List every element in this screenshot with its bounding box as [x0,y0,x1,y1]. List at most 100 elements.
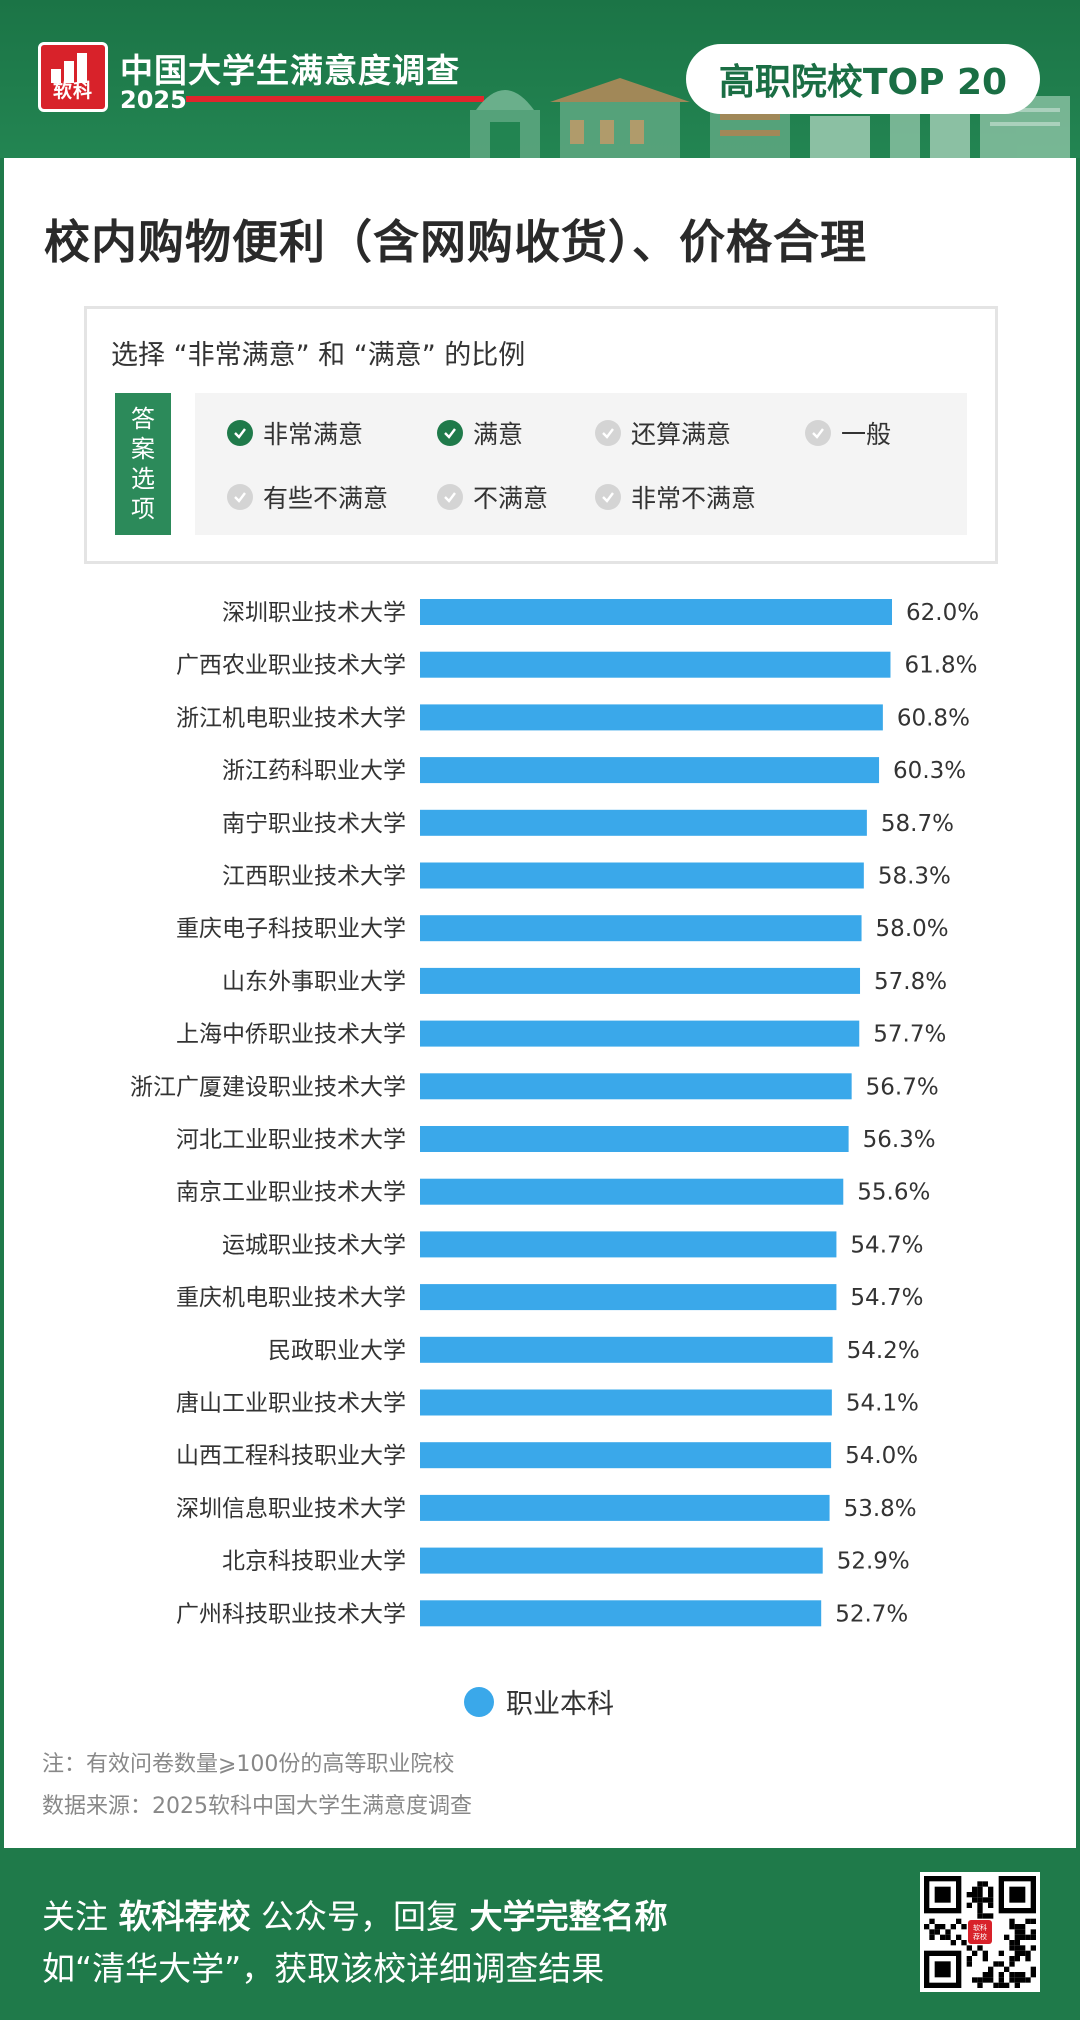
value-label: 52.7% [835,1601,908,1627]
option-dissatisfied: 不满意 [437,479,548,515]
value-label: 60.3% [893,758,966,784]
value-label: 54.0% [845,1443,918,1469]
category-label: 重庆电子科技职业大学 [176,916,406,942]
bar [420,1389,832,1416]
answer-tag-char: 项 [131,495,155,523]
reply-keyword: 大学完整名称 [469,1897,668,1936]
account-name: 软科荐校 [118,1897,251,1936]
bar [420,1600,822,1627]
option-label: 有些不满意 [263,484,389,513]
bar [420,1126,849,1152]
value-label: 58.7% [881,811,954,837]
bar [420,1073,852,1100]
survey-year: 2025 [120,86,187,114]
category-label: 广州科技职业技术大学 [176,1601,406,1627]
value-label: 56.7% [866,1074,939,1100]
data-source-note: 数据来源：2025软科中国大学生满意度调查 [42,1794,472,1819]
value-label: 54.7% [850,1232,923,1258]
category-label: 北京科技职业大学 [222,1549,406,1575]
answer-options-tag: 答 案 选 项 [115,393,171,535]
value-label: 54.2% [847,1338,920,1364]
legend-swatch [464,1686,494,1717]
check-icon [805,420,831,446]
value-label: 62.0% [906,600,979,626]
option-satisfied: 满意 [437,415,523,451]
answer-options-panel: 选择 “非常满意” 和 “满意” 的比例 答 案 选 项 非常满意 满意 还算满… [84,306,998,564]
content-card: 校内购物便利（含网购收货）、价格合理 选择 “非常满意” 和 “满意” 的比例 … [4,158,1076,1848]
category-label: 浙江广厦建设职业技术大学 [130,1074,406,1100]
bar [420,1547,823,1574]
option-label: 非常满意 [263,420,364,449]
survey-title: 中国大学生满意度调查 [120,51,460,90]
value-label: 52.9% [837,1549,910,1575]
option-label: 不满意 [473,484,549,513]
bar [420,915,862,942]
check-icon [437,484,463,510]
value-label: 54.7% [850,1285,923,1311]
footer-text: 关注 [42,1897,119,1936]
options-caption: 选择 “非常满意” 和 “满意” 的比例 [111,340,526,371]
legend-label: 职业本科 [506,1689,614,1720]
bar [420,599,892,625]
category-label: 山东外事职业大学 [222,969,406,995]
qr-center-label: 软科 [973,1923,987,1932]
bar [420,1020,860,1047]
category-label: 南宁职业技术大学 [222,811,406,837]
check-icon [227,420,253,446]
bar [420,809,867,836]
page-title: 校内购物便利（含网购收货）、价格合理 [44,215,867,269]
category-label: 浙江药科职业大学 [222,758,406,784]
category-label: 重庆机电职业技术大学 [176,1285,406,1311]
option-label: 还算满意 [631,420,732,449]
answer-tag-char: 答 [131,405,155,433]
qr-code-icon[interactable]: 软科荐校 [920,1872,1040,1992]
logo-text: 软科 [52,80,93,102]
bar [420,1494,830,1521]
category-label: 深圳信息职业技术大学 [176,1496,406,1522]
category-label: 河北工业职业技术大学 [176,1127,406,1153]
category-label: 深圳职业技术大学 [222,600,406,626]
footer-line-1: 关注 软科荐校 公众号，回复 大学完整名称 [42,1890,667,1938]
category-label: 浙江机电职业技术大学 [176,705,406,731]
bar [420,1336,833,1363]
bar [420,1284,837,1311]
bar [420,1178,844,1205]
check-icon [437,420,463,446]
value-label: 57.7% [873,1022,946,1048]
category-label: 江西职业技术大学 [222,864,406,890]
option-fairly-satisfied: 还算满意 [595,415,731,451]
options-list: 非常满意 满意 还算满意 一般 有些不满意 不满意 [195,393,967,535]
check-icon [227,484,253,510]
check-icon [595,420,621,446]
category-label: 唐山工业职业技术大学 [176,1391,406,1417]
category-label: 运城职业技术大学 [222,1232,406,1258]
value-label: 58.0% [876,916,949,942]
value-label: 56.3% [863,1127,936,1153]
bar [420,1442,832,1469]
value-label: 61.8% [904,653,977,679]
check-icon [595,484,621,510]
category-badge: 高职院校TOP 20 [686,44,1040,114]
category-label: 山西工程科技职业大学 [176,1443,406,1469]
value-label: 55.6% [857,1180,930,1206]
chart-legend: 职业本科 [464,1682,614,1721]
category-label: 上海中侨职业技术大学 [176,1022,406,1048]
footer-text: 公众号，回复 [250,1897,470,1936]
ranking-logo: 软科 [38,42,108,112]
bar [420,1231,837,1258]
option-neutral: 一般 [805,415,891,451]
option-very-satisfied: 非常满意 [227,415,363,451]
answer-tag-char: 案 [131,435,155,463]
bar [420,704,883,731]
option-label: 一般 [841,420,892,449]
header-banner: 软科 中国大学生满意度调查 2025 高职院校TOP 20 [0,0,1080,158]
option-very-dissatisfied: 非常不满意 [595,479,756,515]
value-label: 57.8% [874,969,947,995]
bar [420,967,861,994]
footer-line-2: 如“清华大学”，获取该校详细调查结果 [42,1949,605,1988]
title-underline [186,96,484,102]
value-label: 53.8% [844,1496,917,1522]
category-label: 南京工业职业技术大学 [176,1180,406,1206]
answer-tag-char: 选 [131,465,155,493]
bar [420,862,864,889]
